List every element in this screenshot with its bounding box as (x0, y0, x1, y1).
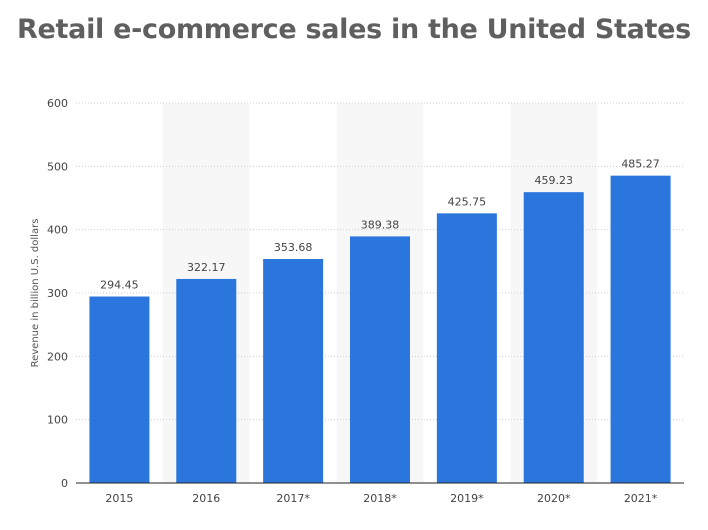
bar-2020 (523, 192, 584, 483)
value-label: 294.45 (100, 279, 139, 292)
chart-title: Retail e-commerce sales in the United St… (17, 14, 691, 45)
y-tick-label: 500 (47, 160, 68, 173)
y-tick-label: 100 (47, 414, 68, 427)
x-tick-label: 2016 (192, 492, 220, 505)
y-tick-labels: 0 100 200 300 400 500 600 (47, 97, 68, 490)
value-label: 353.68 (274, 241, 313, 254)
x-tick-labels: 2015 2016 2017* 2018* 2019* 2020* 2021* (105, 492, 657, 505)
bar-2019 (436, 213, 497, 483)
x-tick-label: 2021* (624, 492, 658, 505)
bar-2016 (176, 278, 237, 483)
value-label: 389.38 (361, 218, 400, 231)
y-tick-label: 600 (47, 97, 68, 110)
bar-2015 (89, 296, 150, 483)
value-label: 459.23 (534, 174, 573, 187)
x-tick-label: 2018* (363, 492, 397, 505)
value-label: 485.27 (621, 158, 660, 171)
y-tick-label: 200 (47, 350, 68, 363)
bar-2017 (263, 259, 324, 483)
y-tick-label: 400 (47, 224, 68, 237)
y-axis-label: Revenue in billion U.S. dollars (30, 219, 41, 368)
value-label: 322.17 (187, 261, 226, 274)
value-label: 425.75 (448, 195, 487, 208)
bar-2018 (350, 236, 410, 483)
bars (89, 175, 671, 483)
y-tick-label: 300 (47, 287, 68, 300)
value-labels: 294.45 322.17 353.68 389.38 425.75 459.23 485.… (100, 158, 660, 292)
bar-2021 (610, 175, 671, 483)
x-tick-label: 2019* (450, 492, 484, 505)
x-tick-label: 2020* (537, 492, 571, 505)
y-tick-label: 0 (61, 477, 68, 490)
x-tick-label: 2017* (276, 492, 310, 505)
x-tick-label: 2015 (105, 492, 133, 505)
